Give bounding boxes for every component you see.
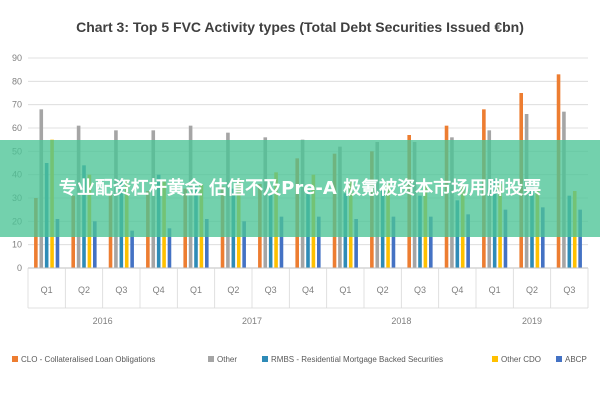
legend-label: Other CDO bbox=[501, 355, 541, 364]
x-tick-label: Q2 bbox=[377, 285, 389, 295]
x-tick-label: Q3 bbox=[115, 285, 127, 295]
year-label: 2018 bbox=[391, 316, 411, 326]
y-tick-label: 10 bbox=[12, 240, 22, 250]
legend-label: CLO - Collateralised Loan Obligations bbox=[21, 355, 155, 364]
bar-4-5 bbox=[242, 221, 246, 268]
x-tick-label: Q1 bbox=[339, 285, 351, 295]
x-axis: Q1 Q2 Q3 Q4 Q1 Q2 Q3 Q4 Q1 Q2 Q3 Q4 Q1 Q2 Q3 2016 2017 20… bbox=[27, 267, 589, 326]
chart-title: Chart 3: Top 5 FVC Activity types (Total… bbox=[76, 19, 524, 35]
legend-swatch bbox=[556, 356, 562, 362]
x-tick-label: Q2 bbox=[227, 285, 239, 295]
year-label: 2019 bbox=[522, 316, 542, 326]
y-tick-label: 0 bbox=[17, 263, 22, 273]
x-tick-label: Q2 bbox=[526, 285, 538, 295]
x-tick-label: Q3 bbox=[265, 285, 277, 295]
bar-4-9 bbox=[391, 216, 396, 268]
bar-4-2 bbox=[130, 230, 134, 268]
bar-4-6 bbox=[279, 216, 284, 268]
bar-4-7 bbox=[317, 216, 321, 268]
year-label: 2017 bbox=[242, 316, 262, 326]
bar-4-12 bbox=[503, 209, 508, 268]
bar-4-11 bbox=[466, 214, 470, 268]
x-tick-label: Q1 bbox=[41, 285, 53, 295]
legend-swatch bbox=[12, 356, 18, 362]
x-tick-label: Q3 bbox=[414, 285, 426, 295]
bar-4-14 bbox=[578, 209, 582, 268]
legend-swatch bbox=[492, 356, 498, 362]
year-label: 2016 bbox=[93, 316, 113, 326]
overlay-banner[interactable]: 专业配资杠杆黄金 估值不及Pre-A 极氪被资本市场用脚投票 bbox=[0, 140, 600, 237]
x-tick-label: Q4 bbox=[302, 285, 314, 295]
x-tick-label: Q1 bbox=[489, 285, 501, 295]
legend-label: Other bbox=[217, 355, 237, 364]
bar-4-8 bbox=[354, 219, 358, 268]
legend-swatch bbox=[262, 356, 268, 362]
y-tick-label: 90 bbox=[12, 53, 22, 63]
bar-4-1 bbox=[93, 221, 97, 268]
bar-4-0 bbox=[55, 219, 60, 268]
x-tick-label: Q4 bbox=[451, 285, 463, 295]
bar-4-10 bbox=[429, 216, 433, 268]
legend-swatch bbox=[208, 356, 214, 362]
y-tick-label: 60 bbox=[12, 123, 22, 133]
bar-4-4 bbox=[205, 219, 209, 268]
x-tick-label: Q4 bbox=[153, 285, 165, 295]
legend-label: ABCP bbox=[565, 355, 587, 364]
y-tick-label: 70 bbox=[12, 100, 22, 110]
x-tick-label: Q1 bbox=[190, 285, 202, 295]
bar-4-3 bbox=[167, 228, 172, 268]
legend: CLO - Collateralised Loan Obligations Oth… bbox=[12, 355, 587, 364]
bar-4-13 bbox=[541, 207, 545, 268]
legend-label: RMBS - Residential Mortgage Backed Secur… bbox=[271, 355, 443, 364]
x-tick-label: Q2 bbox=[78, 285, 90, 295]
banner-text: 专业配资杠杆黄金 估值不及Pre-A 极氪被资本市场用脚投票 bbox=[58, 177, 542, 199]
x-tick-label: Q3 bbox=[563, 285, 575, 295]
y-tick-label: 80 bbox=[12, 76, 22, 86]
